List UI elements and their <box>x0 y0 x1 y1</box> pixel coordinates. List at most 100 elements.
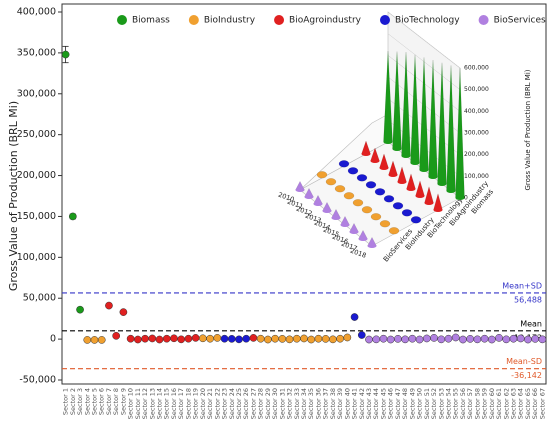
x-tick-label: Sector 34 <box>300 388 308 419</box>
x-tick-label: Sector 44 <box>372 388 380 419</box>
x-tick-label: Sector 19 <box>192 388 200 419</box>
disk <box>347 167 359 175</box>
point <box>170 334 178 343</box>
point <box>437 335 446 344</box>
disk <box>392 202 404 210</box>
point <box>220 334 229 343</box>
x-tick-label: Sector 17 <box>177 388 185 419</box>
legend-marker <box>274 15 285 25</box>
legend-label: Biomass <box>132 16 170 26</box>
x-tick-label: Sector 15 <box>163 388 171 419</box>
x-tick-label: Sector 56 <box>459 388 467 419</box>
point <box>155 335 164 344</box>
point <box>329 335 337 344</box>
legend-label: BioServices <box>494 16 546 26</box>
x-tick-label: Sector 32 <box>286 388 294 419</box>
inset-3d: 0 100,000 200,000 300,000 400,000 500,000 600,… <box>277 11 532 264</box>
point <box>350 313 359 321</box>
cone-base <box>397 180 407 184</box>
cone-base <box>322 209 332 213</box>
x-tick-label: Sector 8 <box>112 388 120 415</box>
point <box>480 334 489 343</box>
x-tick-label: Sector 25 <box>235 388 243 419</box>
x-tick-label: Sector 54 <box>444 388 452 419</box>
x-tick-label: Sector 26 <box>242 388 250 419</box>
y-tick-label: 150,000 <box>17 211 56 222</box>
point <box>394 335 402 343</box>
disk <box>338 160 350 168</box>
disk <box>374 188 386 196</box>
point <box>430 334 438 342</box>
point <box>191 334 200 342</box>
y-tick-label: 300,000 <box>17 88 56 99</box>
x-tick-label: Sector 52 <box>430 388 438 419</box>
point <box>242 334 251 343</box>
point <box>343 333 352 342</box>
point <box>177 335 186 344</box>
point <box>83 336 92 344</box>
point <box>422 334 431 343</box>
y-tick-label: 100,000 <box>17 252 56 263</box>
plot-frame <box>61 3 547 385</box>
x-tick-label: Sector 3 <box>76 388 84 415</box>
x-tick-label: Sector 41 <box>351 388 359 419</box>
cone-base <box>383 140 393 144</box>
disk <box>401 209 413 217</box>
x-tick-label: Sector 30 <box>271 388 279 419</box>
x-tick-label: Sector 47 <box>394 388 402 419</box>
point <box>314 334 323 343</box>
point <box>386 335 395 344</box>
legend-marker <box>379 15 390 25</box>
x-tick-label: Sector 24 <box>228 388 236 419</box>
point <box>90 336 99 344</box>
point <box>264 335 272 344</box>
point <box>357 331 366 339</box>
cone-base <box>295 188 305 192</box>
point <box>408 334 417 343</box>
x-tick-label: Sector 40 <box>343 388 351 419</box>
x-tick-label: Sector 33 <box>293 388 301 419</box>
disk <box>334 185 346 193</box>
point <box>126 334 135 343</box>
legend-label: BioIndustry <box>204 16 256 26</box>
point <box>199 334 207 343</box>
cone-base <box>392 147 402 151</box>
reference-name: Mean+SD <box>502 281 542 290</box>
z-tick-label: 0 <box>464 195 468 202</box>
y-tick-label: 400,000 <box>17 7 56 18</box>
x-tick-label: Sector 64 <box>517 388 525 419</box>
legend-label: BioAgroindustry <box>289 16 362 26</box>
cone-base <box>446 189 456 193</box>
point <box>365 335 373 344</box>
y-tick-label: 0 <box>50 334 56 345</box>
y-tick-label: 250,000 <box>17 129 56 140</box>
point <box>401 335 409 344</box>
legend-marker <box>117 15 127 25</box>
x-tick-label: Sector 31 <box>278 388 286 419</box>
x-tick-label: Sector 51 <box>423 388 431 419</box>
x-tick-label: Sector 50 <box>416 388 424 419</box>
point <box>119 308 128 316</box>
point <box>300 334 308 343</box>
cone-base <box>437 182 447 186</box>
disk <box>379 220 391 228</box>
point <box>473 335 482 344</box>
cone-base <box>415 194 425 198</box>
point <box>76 305 84 314</box>
point <box>148 334 157 343</box>
cone-base <box>379 166 389 170</box>
point <box>444 334 453 343</box>
point <box>105 301 113 310</box>
x-tick-label: Sector 22 <box>213 388 221 419</box>
point <box>206 334 214 343</box>
disk <box>356 174 368 182</box>
legend-label: BioTechnology <box>395 16 460 26</box>
disk <box>325 178 337 186</box>
point <box>285 335 294 344</box>
z-tick-label: 600,000 <box>464 65 489 72</box>
z-grid <box>387 11 461 69</box>
point <box>495 334 503 342</box>
x-tick-label: Sector 45 <box>379 388 387 419</box>
cone-base <box>331 216 341 220</box>
reference-value: 56,488 <box>514 295 542 304</box>
